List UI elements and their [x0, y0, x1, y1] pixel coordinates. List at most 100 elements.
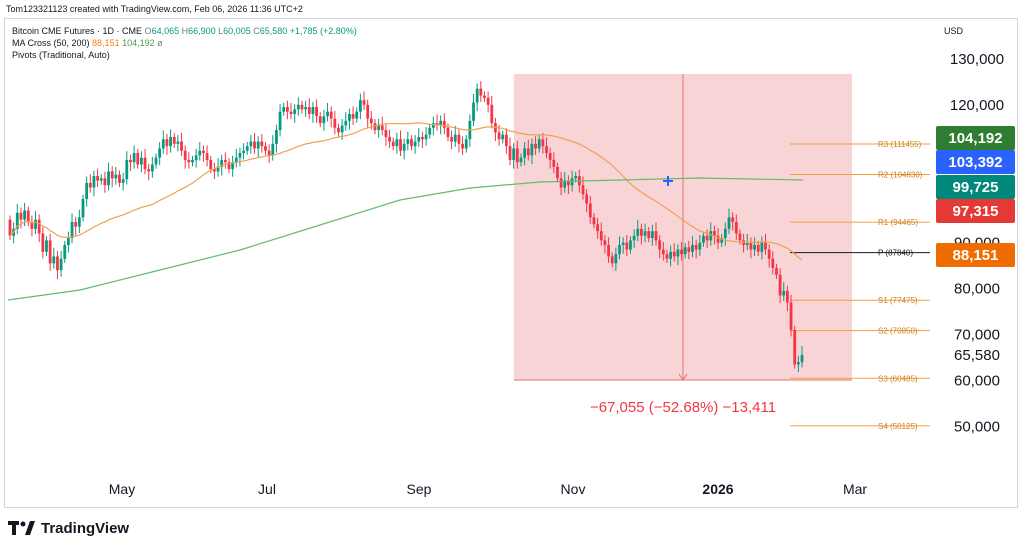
candle-body[interactable]	[618, 244, 621, 255]
candle-body[interactable]	[461, 143, 464, 149]
candle-body[interactable]	[238, 153, 242, 158]
candle-body[interactable]	[439, 120, 443, 126]
candle-body[interactable]	[63, 244, 67, 259]
candle-body[interactable]	[504, 134, 508, 147]
candle-body[interactable]	[88, 182, 92, 188]
candle-body[interactable]	[209, 159, 213, 170]
candle-body[interactable]	[472, 102, 475, 121]
candle-body[interactable]	[552, 159, 556, 167]
candle-body[interactable]	[526, 148, 530, 156]
candle-body[interactable]	[249, 141, 253, 147]
candle-body[interactable]	[647, 231, 651, 239]
candle-body[interactable]	[687, 247, 691, 252]
candle-body[interactable]	[745, 242, 749, 245]
price-tag-ma200[interactable]: 104,192	[936, 126, 1015, 150]
candle-body[interactable]	[410, 139, 413, 147]
candle-body[interactable]	[103, 178, 107, 186]
candle-body[interactable]	[344, 120, 348, 126]
candle-body[interactable]	[716, 235, 720, 243]
candle-body[interactable]	[395, 139, 399, 147]
price-tag-red[interactable]: 97,315	[936, 199, 1015, 223]
candle-body[interactable]	[702, 235, 705, 243]
candle-body[interactable]	[234, 157, 238, 163]
candle-body[interactable]	[99, 178, 103, 181]
candle-body[interactable]	[293, 109, 297, 114]
candle-body[interactable]	[515, 148, 519, 163]
candle-body[interactable]	[512, 148, 516, 160]
candle-body[interactable]	[369, 118, 373, 124]
candle-body[interactable]	[548, 153, 552, 160]
candle-body[interactable]	[789, 302, 793, 330]
candle-body[interactable]	[760, 242, 764, 252]
legend-instrument[interactable]: Bitcoin CME Futures · 1D · CME	[12, 26, 143, 36]
tradingview-logo[interactable]: TradingView	[8, 518, 129, 538]
candle-body[interactable]	[391, 141, 395, 147]
candle-body[interactable]	[59, 258, 63, 271]
candle-body[interactable]	[778, 274, 782, 296]
candle-body[interactable]	[446, 127, 450, 137]
candle-body[interactable]	[636, 228, 640, 236]
candle-body[interactable]	[150, 164, 154, 172]
candle-body[interactable]	[753, 244, 756, 250]
candle-body[interactable]	[253, 141, 256, 149]
candle-body[interactable]	[534, 143, 537, 149]
candle-body[interactable]	[442, 120, 446, 128]
candle-body[interactable]	[180, 141, 183, 151]
candle-body[interactable]	[172, 136, 176, 144]
candle-body[interactable]	[705, 235, 709, 241]
candle-body[interactable]	[362, 100, 366, 105]
candle-body[interactable]	[282, 107, 286, 112]
candle-body[interactable]	[311, 107, 315, 114]
candle-body[interactable]	[304, 107, 308, 110]
candle-body[interactable]	[629, 240, 632, 250]
candle-body[interactable]	[734, 221, 738, 234]
candle-body[interactable]	[348, 113, 351, 121]
candle-body[interactable]	[497, 132, 501, 140]
candle-body[interactable]	[632, 235, 636, 241]
candle-body[interactable]	[15, 212, 19, 229]
candle-body[interactable]	[643, 231, 647, 236]
candle-body[interactable]	[672, 251, 676, 257]
candle-body[interactable]	[289, 111, 293, 114]
candle-body[interactable]	[326, 111, 329, 117]
price-tag-ma50[interactable]: 88,151	[936, 243, 1015, 267]
candle-body[interactable]	[523, 148, 527, 158]
candle-body[interactable]	[45, 240, 48, 252]
candle-body[interactable]	[285, 107, 289, 112]
candle-body[interactable]	[271, 143, 275, 156]
candle-body[interactable]	[202, 150, 205, 154]
candle-body[interactable]	[541, 139, 545, 147]
candle-body[interactable]	[154, 157, 158, 165]
candle-body[interactable]	[129, 159, 132, 163]
candle-body[interactable]	[26, 210, 30, 222]
candle-body[interactable]	[464, 139, 468, 149]
candle-body[interactable]	[187, 159, 191, 163]
candle-body[interactable]	[786, 290, 789, 303]
candle-body[interactable]	[147, 169, 151, 172]
candle-body[interactable]	[81, 198, 85, 218]
candle-body[interactable]	[161, 139, 165, 149]
candle-body[interactable]	[300, 104, 304, 110]
candle-body[interactable]	[782, 290, 786, 296]
candle-body[interactable]	[358, 100, 362, 112]
candle-body[interactable]	[373, 123, 377, 131]
candle-body[interactable]	[475, 88, 479, 103]
candle-body[interactable]	[764, 242, 767, 250]
candle-body[interactable]	[56, 256, 59, 271]
candle-body[interactable]	[307, 107, 311, 114]
candle-body[interactable]	[23, 210, 26, 220]
price-tag-teal[interactable]: 99,725	[936, 175, 1015, 199]
candle-body[interactable]	[275, 130, 278, 144]
candle-body[interactable]	[413, 141, 417, 147]
candle-body[interactable]	[658, 240, 662, 250]
candle-body[interactable]	[37, 219, 41, 234]
candle-body[interactable]	[775, 267, 778, 275]
candle-body[interactable]	[537, 139, 541, 149]
candle-body[interactable]	[756, 244, 760, 252]
candle-body[interactable]	[486, 97, 490, 105]
candle-body[interactable]	[592, 217, 596, 225]
candle-body[interactable]	[198, 150, 202, 156]
candle-body[interactable]	[453, 134, 457, 142]
candle-body[interactable]	[132, 153, 136, 163]
candle-body[interactable]	[519, 157, 523, 163]
